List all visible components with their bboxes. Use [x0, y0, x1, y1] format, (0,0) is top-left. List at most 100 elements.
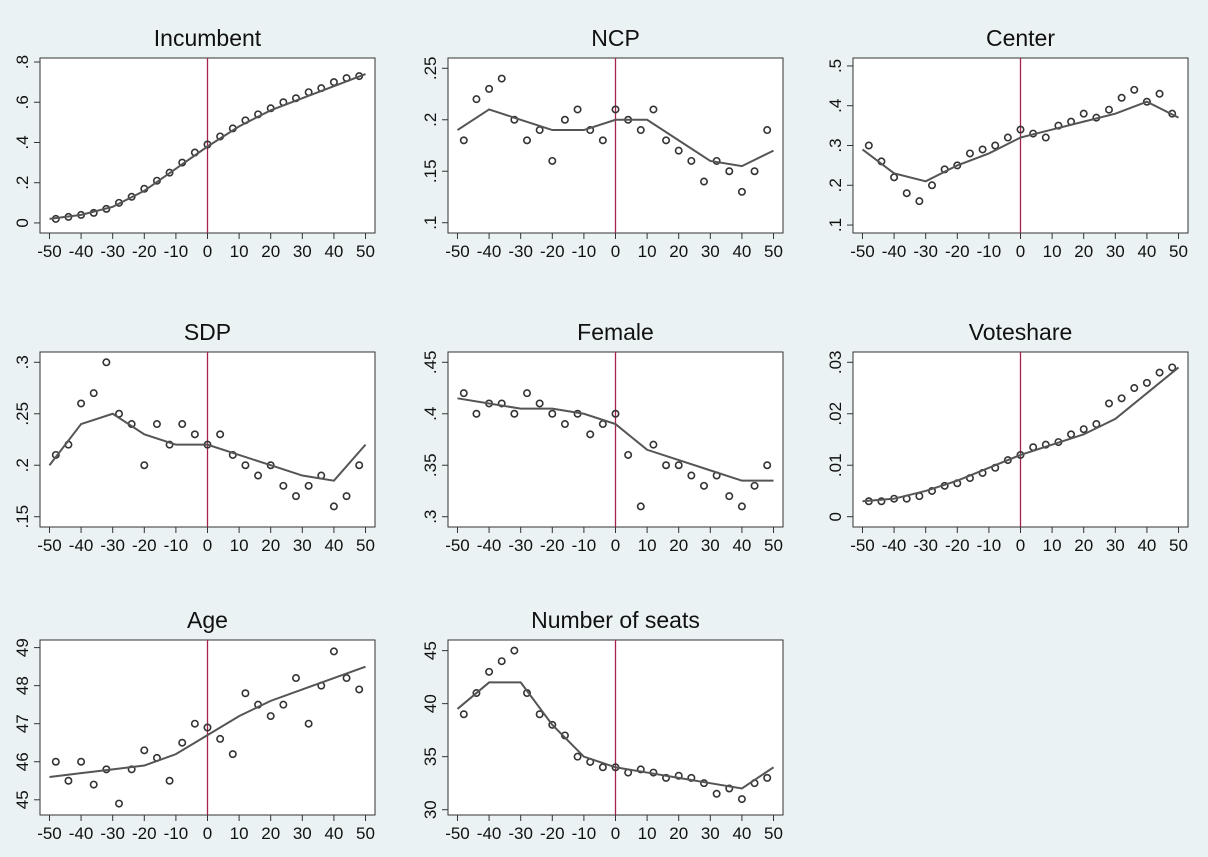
data-point — [355, 461, 364, 470]
data-point — [140, 746, 149, 755]
data-point — [523, 136, 532, 145]
panel-title: Number of seats — [531, 607, 700, 633]
data-point — [636, 502, 645, 511]
data-point — [279, 700, 288, 709]
x-tick-label: 10 — [1043, 536, 1062, 555]
x-tick-label: 10 — [638, 824, 657, 843]
data-point — [472, 95, 481, 104]
x-tick-label: 30 — [293, 536, 312, 555]
x-tick-label: 40 — [1137, 536, 1156, 555]
x-tick-label: -40 — [69, 242, 94, 261]
x-tick-label: 10 — [638, 242, 657, 261]
y-tick-label: 30 — [421, 800, 440, 819]
data-point — [636, 765, 645, 774]
x-tick-label: -50 — [850, 242, 875, 261]
x-tick-label: -20 — [132, 242, 157, 261]
data-point — [725, 167, 734, 176]
data-point — [342, 674, 351, 683]
x-tick-label: -10 — [572, 536, 597, 555]
x-tick-label: -10 — [164, 824, 189, 843]
x-tick-label: 0 — [1016, 242, 1025, 261]
x-tick-label: 0 — [203, 242, 212, 261]
data-point — [763, 126, 772, 135]
x-tick-label: 50 — [1169, 242, 1188, 261]
y-tick-label: .4 — [13, 135, 32, 149]
data-point — [254, 471, 263, 480]
x-tick-label: -40 — [69, 824, 94, 843]
x-tick-label: -10 — [164, 242, 189, 261]
fit-line — [862, 366, 1180, 503]
data-point — [649, 440, 658, 449]
x-tick-label: 40 — [732, 242, 751, 261]
data-point — [472, 409, 481, 418]
data-point — [485, 667, 494, 676]
data-point — [459, 136, 468, 145]
y-tick-label: 46 — [13, 752, 32, 771]
data-point — [687, 471, 696, 480]
data-point — [77, 757, 86, 766]
data-point — [1117, 93, 1126, 102]
x-tick-label: 20 — [261, 536, 280, 555]
data-point — [1079, 109, 1088, 118]
data-point — [1104, 105, 1113, 114]
x-tick-label: 0 — [611, 536, 620, 555]
data-point — [1104, 399, 1113, 408]
data-point — [902, 189, 911, 198]
data-point — [291, 674, 300, 683]
data-point — [178, 738, 187, 747]
data-point — [523, 389, 532, 398]
x-tick-label: 40 — [732, 536, 751, 555]
data-point — [535, 710, 544, 719]
data-point — [102, 358, 111, 367]
data-point — [1003, 456, 1012, 465]
data-point — [228, 750, 237, 759]
data-point — [586, 430, 595, 439]
y-tick-label: 40 — [421, 694, 440, 713]
y-tick-label: .45 — [421, 350, 440, 374]
x-tick-label: -50 — [37, 536, 62, 555]
x-tick-label: 20 — [1074, 242, 1093, 261]
y-tick-label: 45 — [421, 641, 440, 660]
y-tick-label: .3 — [421, 510, 440, 524]
data-point — [77, 399, 86, 408]
data-point — [687, 156, 696, 165]
data-point — [915, 197, 924, 206]
y-tick-label: .2 — [826, 178, 845, 192]
x-tick-label: 50 — [764, 824, 783, 843]
x-tick-label: -20 — [132, 536, 157, 555]
y-tick-label: 35 — [421, 747, 440, 766]
panel-title: Age — [187, 607, 228, 633]
data-point — [190, 430, 199, 439]
x-tick-label: 50 — [1169, 536, 1188, 555]
data-point — [190, 719, 199, 728]
x-tick-label: -30 — [508, 536, 533, 555]
data-point — [611, 105, 620, 114]
data-point — [472, 689, 481, 698]
data-point — [1003, 133, 1012, 142]
fit-line — [456, 681, 775, 790]
data-point — [573, 752, 582, 761]
data-point — [216, 734, 225, 743]
data-point — [1155, 368, 1164, 377]
data-point — [1168, 363, 1177, 372]
y-tick-label: 49 — [13, 638, 32, 657]
data-point — [611, 409, 620, 418]
data-point — [560, 420, 569, 429]
y-tick-label: 48 — [13, 676, 32, 695]
data-point — [624, 450, 633, 459]
fit-line — [457, 397, 774, 482]
data-point — [763, 773, 772, 782]
fit-line — [49, 665, 366, 778]
data-point — [687, 773, 696, 782]
data-point — [279, 481, 288, 490]
x-tick-label: -30 — [100, 242, 125, 261]
data-point — [497, 657, 506, 666]
x-tick-label: 10 — [638, 536, 657, 555]
x-tick-label: -50 — [37, 824, 62, 843]
panel-title: Incumbent — [154, 25, 262, 51]
data-point — [750, 167, 759, 176]
data-point — [1016, 125, 1025, 134]
data-point — [699, 481, 708, 490]
x-tick-label: -10 — [977, 536, 1002, 555]
